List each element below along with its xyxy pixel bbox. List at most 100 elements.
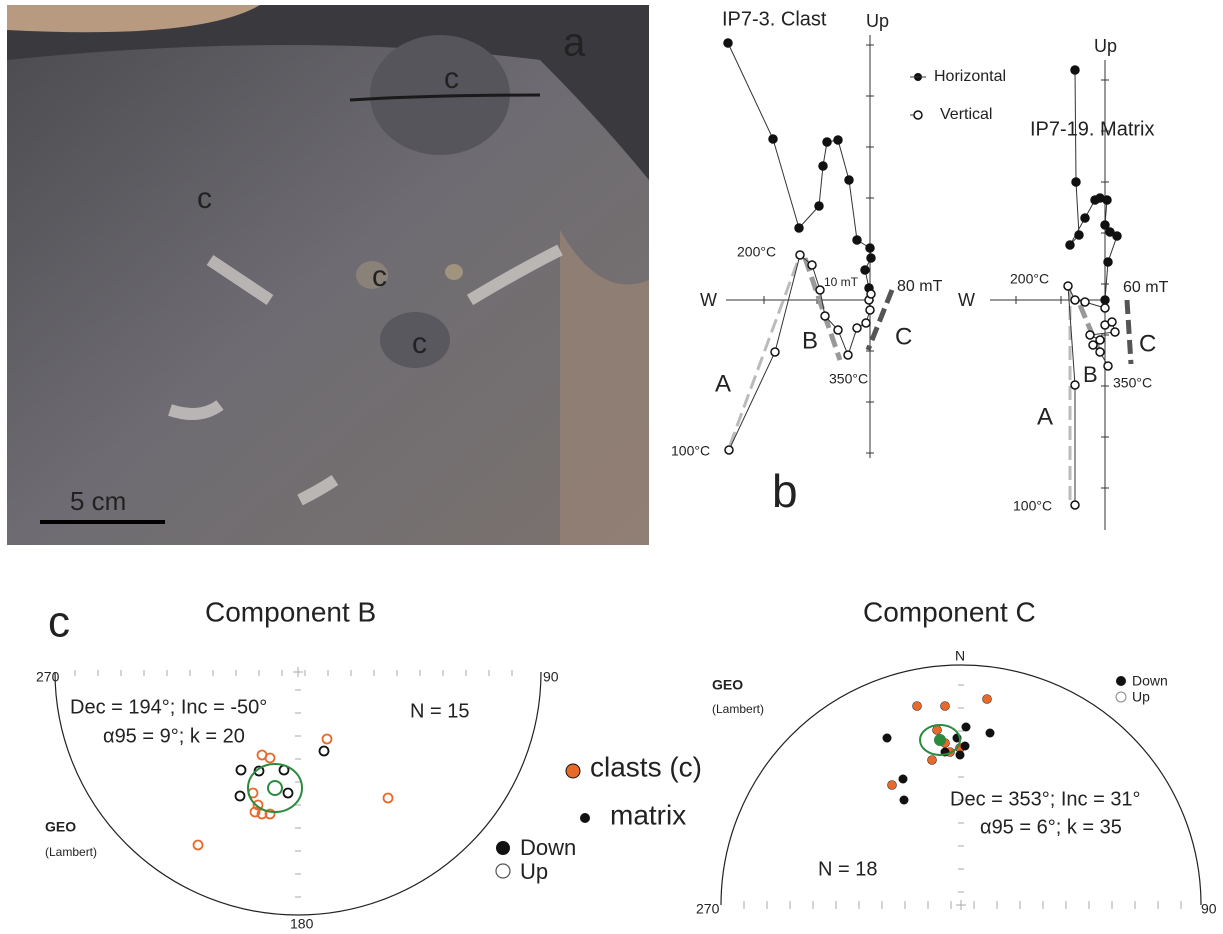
- vertical-point: [1095, 335, 1105, 345]
- clast-point: [249, 806, 261, 818]
- label: Vertical: [940, 106, 992, 123]
- label: c: [48, 598, 70, 647]
- label: 350°C: [1113, 375, 1152, 391]
- horizontal-point: [814, 201, 824, 211]
- clast: [380, 312, 450, 368]
- label: clasts (c): [590, 751, 702, 782]
- matrix-point: [898, 774, 908, 784]
- line: [802, 257, 843, 361]
- label: 10 mT: [824, 275, 859, 289]
- confidence-ellipse: [247, 763, 303, 813]
- label: a: [563, 21, 586, 65]
- vertical-point: [770, 347, 780, 357]
- matrix-point: [234, 790, 246, 802]
- matrix-point: [955, 750, 965, 760]
- matrix-point: [882, 733, 892, 743]
- clast-point: [264, 752, 276, 764]
- label: IP7-19. Matrix: [1030, 118, 1154, 140]
- vertical-point: [865, 305, 875, 315]
- label: (Lambert): [45, 845, 97, 859]
- clast: [445, 264, 463, 280]
- demag-path: [1067, 285, 1116, 505]
- label: 270: [36, 669, 60, 685]
- vertical-point: [1100, 303, 1110, 313]
- label: Up: [866, 11, 889, 31]
- horizontal-point: [1100, 295, 1110, 305]
- vertical-point: [1095, 347, 1105, 357]
- label: Horizontal: [934, 68, 1006, 85]
- horizontal-point: [1074, 230, 1084, 240]
- edge-region: [560, 230, 649, 545]
- label: 100°C: [671, 443, 710, 459]
- label: Down: [1132, 673, 1168, 689]
- label: N = 18: [818, 858, 877, 880]
- legend-marker: [1115, 691, 1127, 703]
- label: N = 15: [410, 700, 469, 722]
- horizontal-point: [1070, 65, 1080, 75]
- horizontal-point: [818, 161, 828, 171]
- horizontal-point: [768, 134, 778, 144]
- matrix-point: [282, 787, 294, 799]
- dark-region: [7, 5, 649, 180]
- horizontal-point: [1071, 177, 1081, 187]
- label: C: [1139, 330, 1156, 357]
- horizontal-point: [866, 253, 876, 263]
- stereonet: [720, 664, 1202, 906]
- vertical-point: [815, 285, 825, 295]
- vertical-point: [833, 325, 843, 335]
- vertical-point: [1070, 380, 1080, 390]
- vertical-point: [1063, 281, 1073, 291]
- label: N: [955, 648, 965, 664]
- horizontal-point: [844, 175, 854, 185]
- vein: [168, 244, 563, 506]
- legend-marker: [565, 763, 581, 779]
- label: GEO: [712, 677, 743, 693]
- line: [728, 254, 802, 446]
- vertical-point: [861, 318, 871, 328]
- matrix-point: [899, 795, 909, 805]
- photo: [7, 5, 649, 545]
- clast-point: [264, 808, 276, 820]
- horizontal-point: [794, 223, 804, 233]
- horizontal-point: [1080, 213, 1090, 223]
- legend-marker: [913, 110, 923, 120]
- label: α95 = 9°; k = 20: [103, 725, 245, 747]
- clast-point: [940, 701, 950, 711]
- vertical-point: [1085, 330, 1095, 340]
- label: Component C: [863, 596, 1036, 627]
- label: b: [772, 465, 798, 517]
- matrix-point: [960, 741, 970, 751]
- label: 180: [290, 916, 314, 932]
- label: 60 mT: [1123, 279, 1169, 296]
- confidence-ellipse: [919, 724, 961, 756]
- label: IP7-3. Clast: [722, 8, 827, 30]
- vertical-point: [852, 323, 862, 333]
- label: 80 mT: [897, 278, 943, 295]
- matrix-point: [961, 722, 971, 732]
- vertical-point: [866, 289, 876, 299]
- label: GEO: [45, 819, 76, 835]
- line: [865, 289, 895, 351]
- vertical-point: [843, 350, 853, 360]
- clast-point: [932, 725, 942, 735]
- label: c: [444, 62, 459, 95]
- label: Down: [520, 835, 576, 860]
- matrix-point: [235, 764, 247, 776]
- horizontal-point: [860, 265, 870, 275]
- clast-point: [887, 780, 897, 790]
- stereonet: [54, 671, 542, 916]
- clast-point: [321, 733, 333, 745]
- label: Component B: [205, 596, 376, 627]
- legend-marker: [495, 863, 511, 879]
- label: Up: [520, 859, 548, 884]
- label: (Lambert): [712, 702, 764, 716]
- label: 200°C: [1010, 271, 1049, 287]
- legend-marker: [580, 813, 590, 823]
- label: Dec = 353°; Inc = 31°: [950, 788, 1141, 810]
- label: A: [715, 370, 731, 397]
- label: c: [412, 327, 427, 360]
- matrix-point: [318, 745, 330, 757]
- label: C: [895, 323, 912, 350]
- horizontal-point: [723, 38, 733, 48]
